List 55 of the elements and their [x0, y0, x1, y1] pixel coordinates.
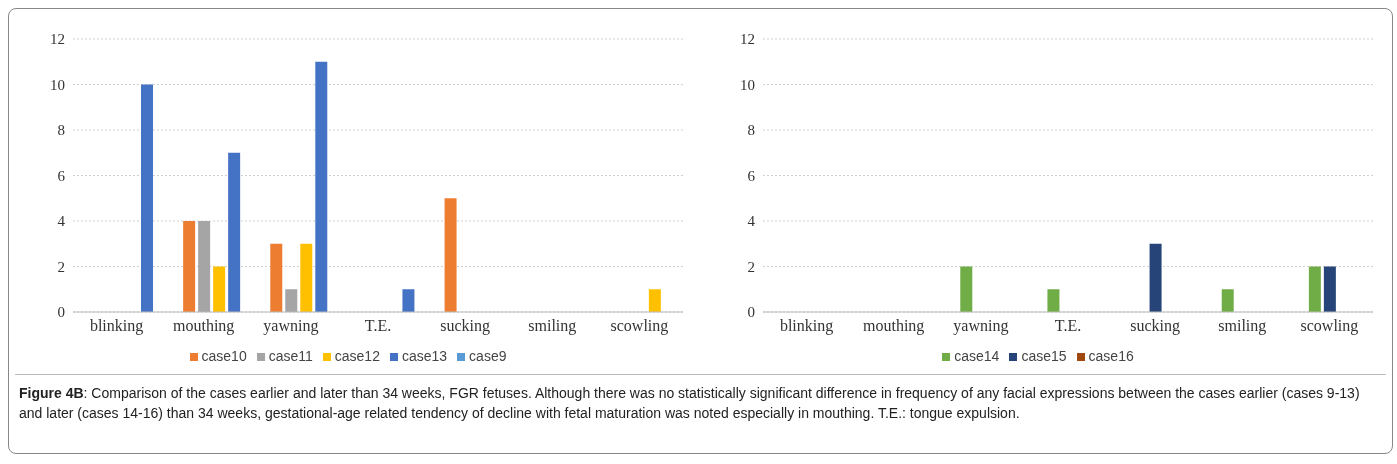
bar	[300, 243, 313, 312]
bar	[228, 152, 241, 312]
bar	[444, 198, 457, 312]
bar	[183, 221, 196, 312]
bar	[198, 221, 211, 312]
bar	[1308, 266, 1321, 312]
caption: Figure 4B: Comparison of the cases earlier and later than 34 weeks, FGR fetuses. Although there was no statistically significant difference in frequency of any facial expressions between the cases earlier (cases 9-13) and later (cases 14-16) than 34 weeks, gestational-age related tendency of decline with fetal maturation was noted especially in mouthing. T.E.: tongue expulsion.	[18, 384, 1361, 423]
x-tick-label: smiling	[1218, 317, 1267, 336]
x-tick-label: mouthing	[173, 317, 235, 336]
y-tick-label: 4	[57, 213, 66, 230]
y-tick-label: 2	[57, 258, 65, 275]
x-tick-label: T.E.	[1054, 317, 1082, 335]
y-tick-label: 10	[50, 76, 65, 93]
y-tick-label: 12	[740, 31, 755, 48]
legend-label: case16	[1088, 348, 1134, 364]
y-tick-label: 12	[50, 31, 65, 48]
legend-label: case14	[954, 348, 1000, 364]
x-tick-label: blinking	[779, 317, 834, 336]
bar	[213, 266, 226, 312]
y-tick-label: 4	[747, 213, 756, 230]
bar	[1221, 289, 1234, 312]
y-tick-label: 8	[57, 122, 65, 139]
bar	[402, 289, 415, 312]
legend-label: case10	[201, 348, 247, 364]
bar	[270, 243, 283, 312]
legend-label: case15	[1021, 348, 1067, 364]
y-tick-label: 2	[747, 258, 755, 275]
y-tick-label: 0	[747, 304, 755, 321]
y-tick-label: 6	[57, 167, 66, 184]
bar	[1149, 243, 1162, 312]
x-tick-label: scowling	[1300, 317, 1359, 336]
x-tick-label: T.E.	[364, 317, 392, 335]
bar	[141, 84, 153, 312]
bar	[648, 289, 661, 312]
y-tick-label: 0	[57, 304, 65, 321]
x-tick-label: scowling	[610, 317, 669, 336]
x-tick-label: yawning	[953, 317, 1009, 336]
x-tick-label: mouthing	[863, 317, 925, 336]
bar	[285, 289, 298, 312]
y-tick-label: 10	[740, 76, 755, 93]
bar	[1047, 289, 1060, 312]
legend-label: case12	[334, 348, 380, 364]
legend-label: case13	[401, 348, 448, 364]
x-tick-label: sucking	[1130, 317, 1181, 336]
legend-label: case9	[469, 348, 507, 364]
bar	[1323, 266, 1336, 312]
y-tick-label: 8	[747, 122, 755, 139]
y-tick-label: 6	[747, 167, 756, 184]
x-tick-label: blinking	[89, 317, 144, 336]
x-tick-label: sucking	[440, 317, 491, 336]
bar	[960, 266, 973, 312]
legend-label: case11	[268, 348, 313, 364]
x-tick-label: yawning	[263, 317, 319, 336]
bar	[315, 61, 328, 312]
x-tick-label: smiling	[528, 317, 577, 336]
